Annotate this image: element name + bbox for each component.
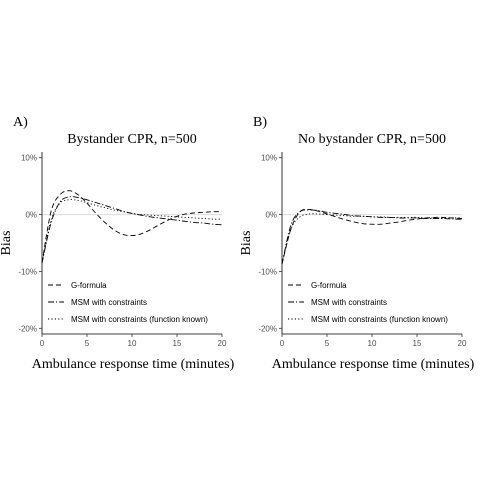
legend-label: G-formula — [311, 281, 347, 290]
panel-title: No bystander CPR, n=500 — [298, 132, 446, 147]
y-tick-label: 0% — [265, 211, 277, 220]
legend-label: MSM with constraints (function known) — [311, 315, 448, 324]
x-axis-title: Ambulance response time (minutes) — [272, 357, 475, 372]
x-tick-label: 20 — [218, 339, 227, 348]
y-tick-label: -10% — [18, 267, 37, 276]
x-tick-label: 20 — [458, 339, 467, 348]
x-tick-label: 15 — [413, 339, 422, 348]
series-line-g-formula — [42, 191, 222, 263]
legend-label: G-formula — [71, 281, 107, 290]
series-line-msm-constraints — [42, 197, 222, 263]
y-tick-label: -10% — [258, 267, 277, 276]
series-line-msm-function-known — [42, 200, 222, 263]
x-axis-title: Ambulance response time (minutes) — [32, 357, 235, 372]
x-tick-label: 5 — [85, 339, 90, 348]
panel-title: Bystander CPR, n=500 — [67, 132, 197, 147]
legend: G-formula MSM with constraints MSM with co… — [288, 281, 448, 324]
x-tick-label: 15 — [173, 339, 182, 348]
x-tick-label: 5 — [325, 339, 330, 348]
y-axis-title: Bias — [239, 231, 254, 256]
y-axis-title: Bias — [0, 231, 14, 256]
x-tick-label: 10 — [368, 339, 377, 348]
panel-label: B) — [253, 115, 267, 130]
y-tick-label: -20% — [18, 324, 37, 333]
y-tick-label: 10% — [261, 154, 277, 163]
legend-label: MSM with constraints — [311, 298, 387, 307]
series-line-msm-function-known — [282, 214, 462, 264]
panel-a: A) Bystander CPR, n=500 -20% -10% 0% 10% 0 5 10 1… — [0, 115, 235, 372]
y-tick-label: -20% — [258, 324, 277, 333]
x-tick-label: 10 — [128, 339, 137, 348]
x-tick-label: 0 — [280, 339, 285, 348]
legend: G-formula MSM with constraints MSM with co… — [48, 281, 208, 324]
panel-label: A) — [13, 115, 28, 130]
y-tick-label: 0% — [25, 211, 37, 220]
y-tick-label: 10% — [21, 154, 37, 163]
x-tick-label: 0 — [40, 339, 45, 348]
legend-label: MSM with constraints (function known) — [71, 315, 208, 324]
panel-b: B) No bystander CPR, n=500 -20% -10% 0% 10% 0 5… — [239, 115, 475, 372]
legend-label: MSM with constraints — [71, 298, 147, 307]
